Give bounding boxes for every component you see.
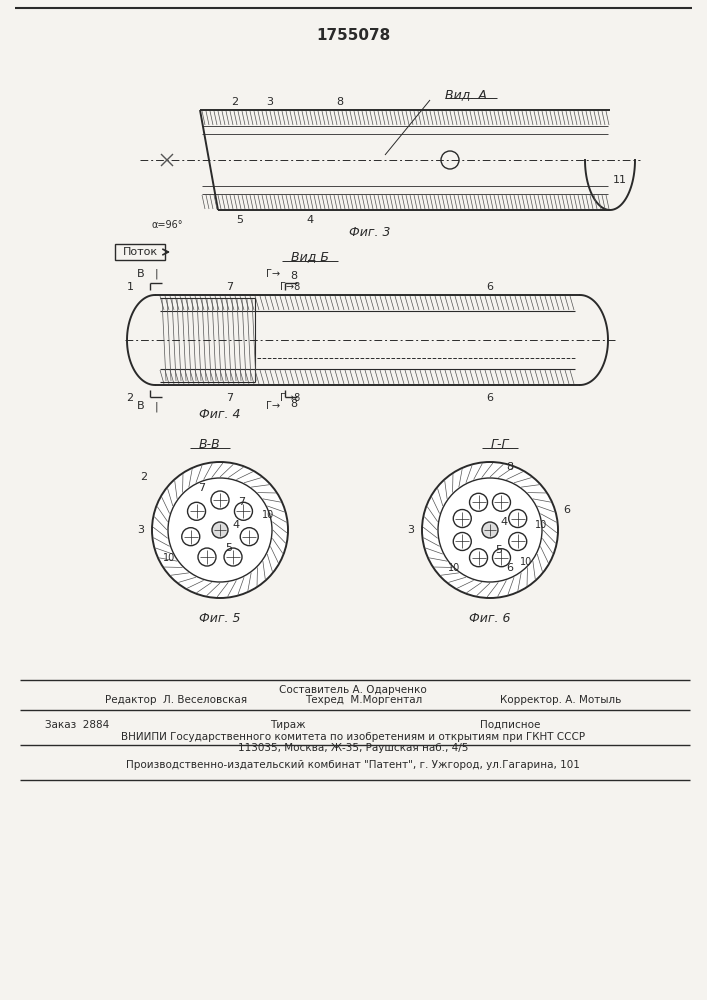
Text: Редактор  Л. Веселовская: Редактор Л. Веселовская [105,695,247,705]
Text: В-В: В-В [199,438,221,450]
Text: 10: 10 [262,510,274,520]
Text: 8: 8 [337,97,344,107]
Text: 3: 3 [137,525,144,535]
Circle shape [509,510,527,528]
Circle shape [509,532,527,550]
Text: Г→8: Г→8 [280,282,300,292]
Text: ВНИИПИ Государственного комитета по изобретениям и открытиям при ГКНТ СССР: ВНИИПИ Государственного комитета по изоб… [121,732,585,742]
Circle shape [182,528,200,546]
Text: 8: 8 [290,399,297,409]
Text: Фиг. 4: Фиг. 4 [199,408,241,422]
Text: 3: 3 [407,525,414,535]
Circle shape [453,532,472,550]
Text: 5: 5 [495,545,502,555]
Circle shape [453,510,472,528]
Text: 8: 8 [506,462,513,472]
Text: 4: 4 [306,215,314,225]
Text: Фиг. 6: Фиг. 6 [469,611,510,624]
Text: 5: 5 [225,543,232,553]
Circle shape [211,491,229,509]
Text: 7: 7 [226,393,233,403]
Text: 113035, Москва, Ж-35, Раушская наб., 4/5: 113035, Москва, Ж-35, Раушская наб., 4/5 [238,743,468,753]
Circle shape [187,502,206,520]
Circle shape [235,502,252,520]
Circle shape [212,522,228,538]
Text: Г→: Г→ [266,269,280,279]
Text: Вид. А: Вид. А [445,89,487,102]
Text: 6: 6 [563,505,570,515]
Text: Составитель А. Одарченко: Составитель А. Одарченко [279,685,427,695]
Text: В: В [137,401,145,411]
Text: Фиг. 5: Фиг. 5 [199,611,241,624]
Text: 1: 1 [127,282,134,292]
Text: 6: 6 [486,393,493,403]
Circle shape [469,549,488,567]
Text: 10: 10 [163,553,175,563]
Circle shape [198,548,216,566]
Circle shape [469,493,488,511]
Text: 10: 10 [448,563,460,573]
Text: 11: 11 [613,175,627,185]
Text: Г→8: Г→8 [280,393,300,403]
Text: Тираж: Тираж [270,720,305,730]
Text: α=96°: α=96° [152,220,184,230]
Text: 4: 4 [500,517,507,527]
Text: 8: 8 [290,271,297,281]
Text: 2: 2 [231,97,238,107]
Text: 10: 10 [535,520,547,530]
Text: 10: 10 [520,557,532,567]
Text: 7: 7 [199,483,206,493]
Text: В: В [137,269,145,279]
Circle shape [168,478,272,582]
Text: 4: 4 [232,520,239,530]
Text: Вид Б: Вид Б [291,250,329,263]
Text: Г→: Г→ [266,401,280,411]
Text: Г-Г: Г-Г [491,438,509,450]
Text: |: | [155,401,158,412]
Circle shape [493,493,510,511]
Text: 1755078: 1755078 [316,27,390,42]
Circle shape [224,548,242,566]
Circle shape [438,478,542,582]
Text: Поток: Поток [122,247,158,257]
Text: |: | [155,268,158,279]
Text: 5: 5 [237,215,243,225]
Text: Заказ  2884: Заказ 2884 [45,720,110,730]
Text: 2: 2 [140,472,147,482]
Text: Подписное: Подписное [480,720,540,730]
Circle shape [493,549,510,567]
Text: 2: 2 [127,393,134,403]
Text: 3: 3 [267,97,274,107]
Text: Корректор. А. Мотыль: Корректор. А. Мотыль [500,695,621,705]
Text: Фиг. 3: Фиг. 3 [349,226,391,238]
Circle shape [422,462,558,598]
Circle shape [152,462,288,598]
Circle shape [240,528,258,546]
Text: Техред  М.Моргентал: Техред М.Моргентал [305,695,422,705]
Text: 6: 6 [486,282,493,292]
Circle shape [482,522,498,538]
Text: 7: 7 [226,282,233,292]
Text: 7: 7 [238,497,245,507]
Text: Производственно-издательский комбинат "Патент", г. Ужгород, ул.Гагарина, 101: Производственно-издательский комбинат "П… [126,760,580,770]
Text: 6: 6 [506,563,513,573]
